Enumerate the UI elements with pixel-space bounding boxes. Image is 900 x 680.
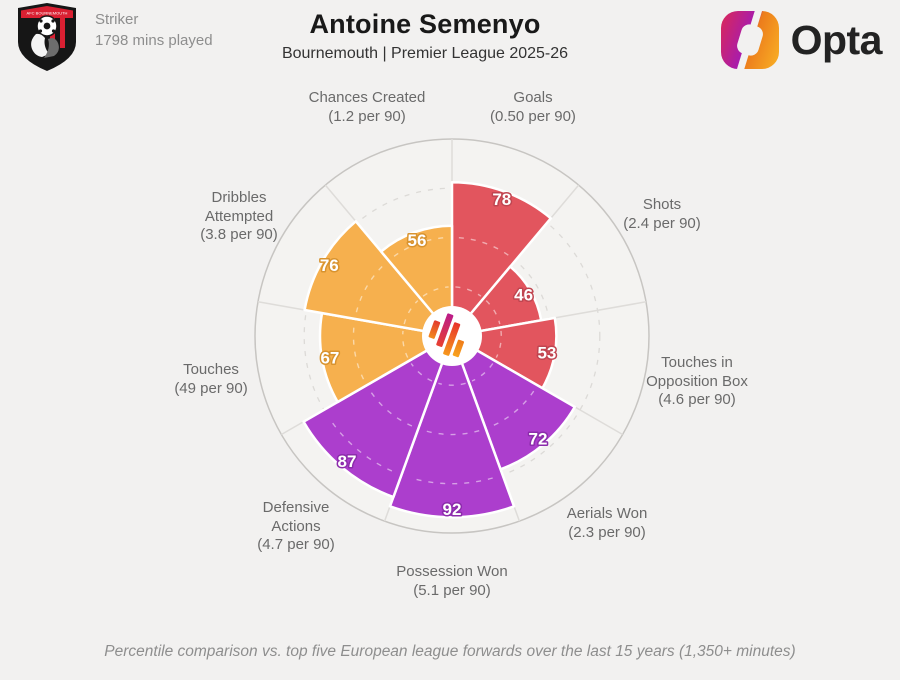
metric-label-touches: Touches (49 per 90)	[174, 361, 248, 397]
footer-note: Percentile comparison vs. top five Europ…	[104, 643, 796, 660]
metric-label-dribbles-attempted: Dribbles Attempted (3.8 per 90)	[200, 189, 278, 243]
metric-label-aerials-won: Aerials Won (2.3 per 90)	[566, 505, 648, 541]
opta-brand: Opta	[720, 11, 883, 69]
player-position: Striker	[95, 11, 139, 28]
metric-label-possession-won: Possession Won (5.1 per 90)	[396, 563, 508, 599]
metric-label-goals: Goals (0.50 per 90)	[490, 89, 576, 125]
svg-text:92: 92	[443, 500, 462, 519]
svg-text:72: 72	[529, 430, 548, 449]
svg-text:78: 78	[492, 190, 511, 209]
metric-label-touches-opposition-box: Touches in Opposition Box (4.6 per 90)	[646, 354, 748, 408]
metric-label-shots: Shots (2.4 per 90)	[623, 196, 701, 232]
page-title: Antoine Semenyo	[309, 9, 541, 39]
svg-text:87: 87	[338, 452, 357, 471]
crest-text: AFC BOURNEMOUTH	[27, 11, 68, 16]
opta-wordmark: Opta	[790, 16, 883, 63]
svg-text:76: 76	[320, 256, 339, 275]
svg-text:53: 53	[537, 344, 556, 363]
metric-label-defensive-actions: Defensive Actions (4.7 per 90)	[257, 499, 335, 553]
club-crest: AFC BOURNEMOUTH	[18, 3, 76, 71]
page-subtitle: Bournemouth | Premier League 2025-26	[281, 45, 569, 62]
minutes-played: 1798 mins played	[95, 32, 213, 49]
opta-logo-icon	[720, 11, 779, 69]
player-meta: Striker 1798 mins played	[95, 9, 213, 51]
metric-label-chances-created: Chances Created (1.2 per 90)	[308, 89, 426, 125]
svg-text:56: 56	[408, 231, 427, 250]
title-block: Antoine Semenyo Bournemouth | Premier Le…	[282, 9, 568, 63]
svg-text:67: 67	[320, 349, 339, 368]
svg-text:46: 46	[514, 286, 533, 305]
